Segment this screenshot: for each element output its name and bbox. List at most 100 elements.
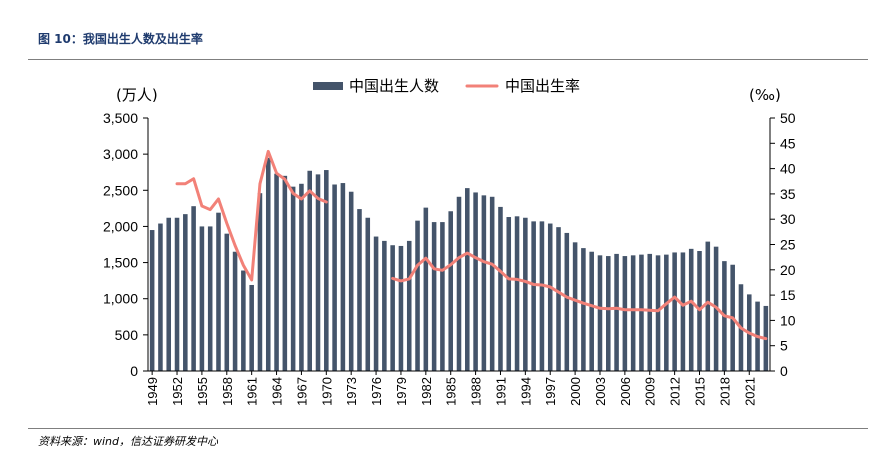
bar-1959 bbox=[232, 251, 238, 371]
bar-1996 bbox=[539, 221, 545, 371]
bar-1981 bbox=[415, 220, 420, 371]
bar-2002 bbox=[589, 251, 594, 371]
x-tick-label: 2015 bbox=[693, 377, 708, 406]
bar-1965 bbox=[282, 175, 288, 371]
bar-1973 bbox=[348, 191, 354, 371]
bar-1975 bbox=[365, 217, 371, 371]
bar-1999 bbox=[564, 232, 570, 371]
x-tick-label: 1967 bbox=[294, 377, 309, 406]
bar-1969 bbox=[315, 174, 321, 371]
left-tick-label: 1,500 bbox=[103, 255, 138, 271]
right-tick-label: 5 bbox=[780, 338, 788, 354]
bar-1962 bbox=[257, 193, 263, 371]
bar-1963 bbox=[265, 157, 271, 371]
x-tick-label: 1970 bbox=[319, 377, 334, 406]
bar-2007 bbox=[630, 255, 636, 371]
x-tick-label: 1955 bbox=[195, 377, 210, 406]
bar-1967 bbox=[299, 183, 304, 371]
left-tick-label: 3,000 bbox=[103, 146, 138, 162]
bar-2013 bbox=[680, 252, 686, 371]
left-tick-label: 2,500 bbox=[103, 182, 138, 198]
x-tick-label: 2012 bbox=[668, 377, 683, 406]
bar-1980 bbox=[406, 240, 412, 371]
bar-1950 bbox=[158, 223, 163, 371]
bar-2009 bbox=[647, 253, 653, 371]
right-tick-label: 35 bbox=[780, 186, 796, 202]
right-tick-label: 30 bbox=[780, 211, 796, 227]
x-tick-label: 2018 bbox=[717, 377, 732, 406]
legend: 中国出生人数 中国出生率 bbox=[313, 77, 580, 95]
bar-1984 bbox=[440, 222, 445, 371]
bar-1989 bbox=[481, 195, 487, 371]
bar-1961 bbox=[249, 284, 254, 371]
x-tick-label: 1973 bbox=[344, 377, 359, 406]
bar-2010 bbox=[655, 255, 661, 371]
legend-label-bars: 中国出生人数 bbox=[349, 77, 439, 95]
bar-2000 bbox=[572, 242, 578, 371]
bar-1960 bbox=[241, 270, 246, 371]
bar-1983 bbox=[431, 222, 437, 371]
bar-1976 bbox=[373, 236, 379, 371]
x-tick-label: 1952 bbox=[170, 377, 185, 406]
bar-1987 bbox=[465, 188, 470, 371]
bar-2006 bbox=[622, 256, 628, 371]
x-tick-label: 1964 bbox=[270, 377, 285, 406]
bar-2005 bbox=[614, 253, 619, 371]
bottom-divider bbox=[28, 428, 868, 429]
bar-1971 bbox=[332, 184, 337, 371]
bar-1991 bbox=[498, 206, 503, 371]
bar-1954 bbox=[191, 206, 196, 371]
x-tick-label: 1982 bbox=[419, 377, 434, 406]
bar-1998 bbox=[556, 227, 561, 371]
right-tick-label: 50 bbox=[780, 110, 796, 126]
axes: 0 500 1,000 1,500 2,000 2,500 3,000 3,500 0 5 10 15… bbox=[103, 86, 796, 406]
left-tick-label: 1,000 bbox=[103, 291, 138, 307]
bar-1968 bbox=[307, 170, 312, 371]
left-tick-label: 3,500 bbox=[103, 110, 138, 126]
x-tick-label: 1988 bbox=[469, 377, 484, 406]
bar-1977 bbox=[382, 240, 387, 371]
figure-title: 图 10：我国出生人数及出生率 bbox=[38, 32, 203, 46]
right-tick-label: 10 bbox=[780, 312, 796, 328]
top-divider bbox=[28, 59, 868, 60]
bar-1994 bbox=[523, 217, 528, 371]
bar-2014 bbox=[688, 248, 694, 371]
bar-1957 bbox=[216, 212, 221, 371]
bar-1995 bbox=[531, 221, 536, 371]
bar-1974 bbox=[357, 209, 362, 371]
bar-1988 bbox=[473, 192, 478, 371]
bar-1972 bbox=[340, 183, 346, 371]
bar-1970 bbox=[324, 170, 329, 371]
bar-1953 bbox=[183, 214, 188, 371]
x-tick-label: 1949 bbox=[145, 377, 160, 406]
x-tick-label: 1994 bbox=[518, 377, 533, 406]
bar-1986 bbox=[456, 196, 462, 371]
x-tick-label: 1985 bbox=[444, 377, 459, 406]
x-tick-label: 2000 bbox=[568, 377, 583, 406]
x-tick-label: 2006 bbox=[618, 377, 633, 406]
x-tick-label: 2009 bbox=[643, 377, 658, 406]
bar-1985 bbox=[448, 211, 453, 371]
bar-2004 bbox=[606, 256, 611, 371]
bar-1956 bbox=[207, 226, 213, 371]
right-tick-label: 20 bbox=[780, 262, 796, 278]
bar-1955 bbox=[199, 226, 205, 371]
bar-1978 bbox=[390, 245, 395, 371]
bar-1982 bbox=[423, 207, 429, 371]
x-tick-label: 1997 bbox=[543, 377, 558, 406]
left-tick-label: 2,000 bbox=[103, 218, 138, 234]
left-unit-label: (万人) bbox=[116, 86, 158, 104]
bar-2003 bbox=[597, 255, 603, 371]
x-tick-label: 1961 bbox=[245, 377, 260, 406]
left-tick-label: 500 bbox=[115, 327, 139, 343]
left-tick-label: 0 bbox=[130, 363, 138, 379]
legend-label-line: 中国出生率 bbox=[505, 77, 580, 95]
bar-1958 bbox=[224, 233, 230, 371]
right-tick-label: 15 bbox=[780, 287, 796, 303]
x-tick-label: 1979 bbox=[394, 377, 409, 406]
right-tick-label: 40 bbox=[780, 161, 796, 177]
bar-1952 bbox=[174, 217, 180, 371]
birth-rate-line-segment-1 bbox=[391, 251, 768, 341]
x-tick-label: 2021 bbox=[742, 377, 757, 406]
